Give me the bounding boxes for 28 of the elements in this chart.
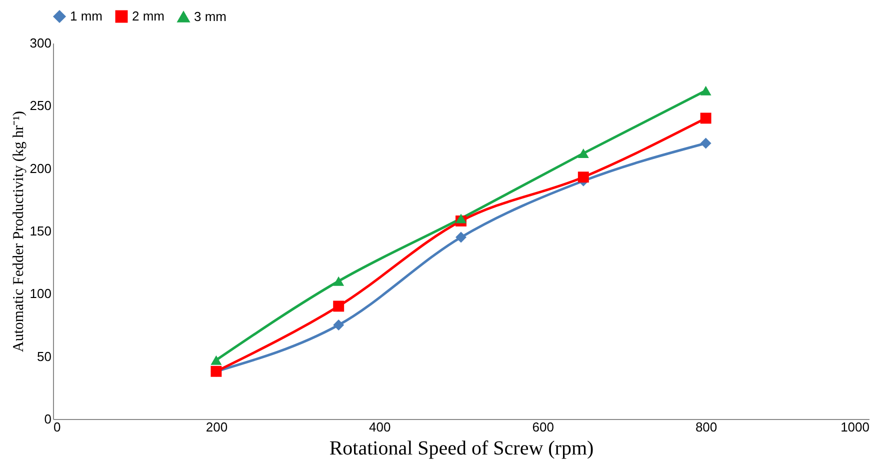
point — [210, 355, 222, 365]
y-tick-label: 100 — [30, 286, 52, 302]
legend-label: 1 mm — [70, 8, 102, 24]
x-axis-title: Rotational Speed of Screw (rpm) — [329, 438, 594, 460]
y-tick-label: 50 — [37, 348, 52, 364]
x-tick-label: 800 — [695, 420, 718, 434]
point — [333, 320, 344, 330]
point — [578, 148, 589, 158]
y-tick-label: 200 — [30, 160, 52, 176]
legend-label: 3 mm — [194, 8, 226, 24]
point — [456, 232, 466, 243]
point — [578, 172, 589, 183]
y-tick-label: 150 — [30, 224, 52, 238]
y-tick-label: 250 — [30, 98, 52, 114]
point — [700, 86, 712, 96]
x-tick-label: 400 — [369, 420, 391, 434]
y-axis-title: Automatic Fedder Productivity (kg hr⁻¹) — [10, 110, 27, 352]
x-tick-label: 1000 — [840, 420, 870, 434]
point — [700, 112, 712, 124]
point — [333, 300, 344, 312]
legend-label: 2 mm — [132, 8, 164, 24]
x-tick-label: 600 — [532, 420, 554, 434]
y-tick-label: 300 — [30, 36, 52, 50]
x-tick-label: 200 — [206, 420, 228, 434]
point — [700, 138, 712, 149]
point — [333, 276, 344, 286]
x-tick-label: 0 — [54, 420, 61, 434]
point — [456, 214, 466, 224]
